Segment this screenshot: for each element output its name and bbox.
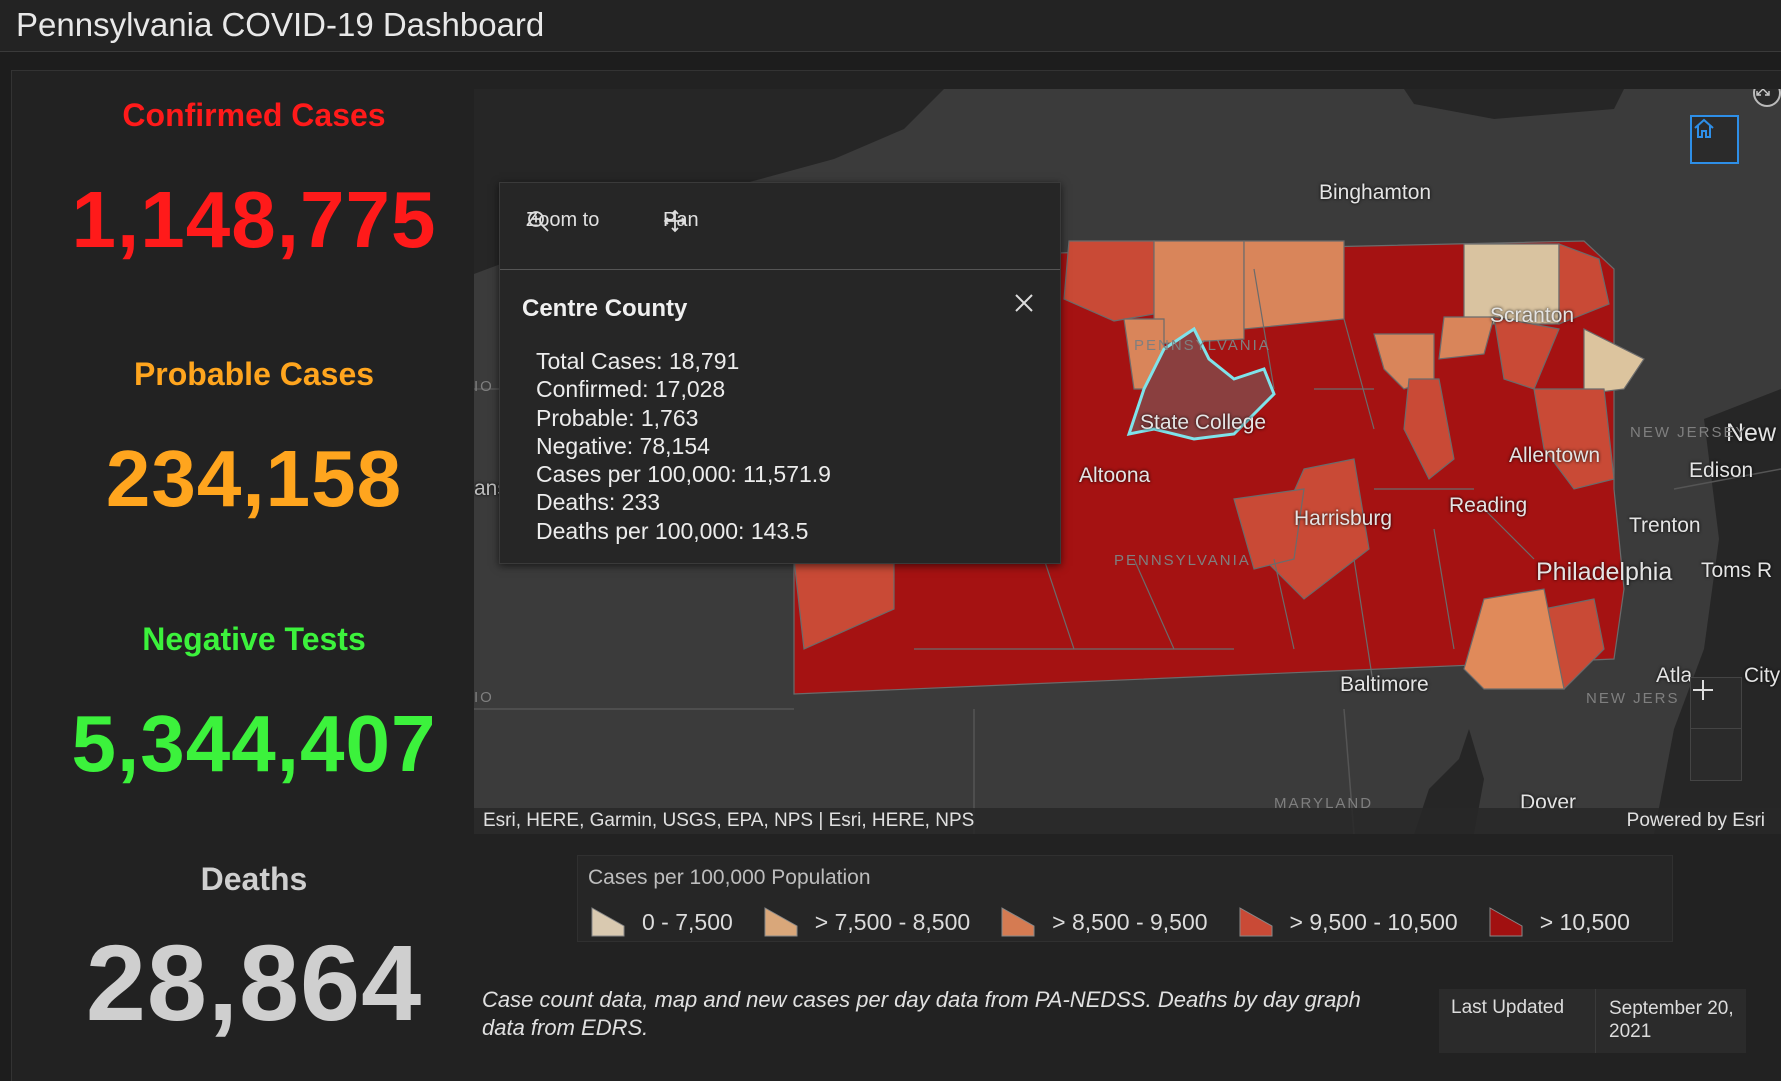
close-icon bbox=[1015, 294, 1033, 312]
map-label-pennsylvania-2: PENNSYLVANIA bbox=[1114, 552, 1251, 569]
confirmed-cases-value: 1,148,775 bbox=[71, 175, 437, 264]
map-label-new-jersey: NEW JERSEY bbox=[1630, 424, 1748, 441]
popup-title: Centre County bbox=[522, 295, 688, 322]
home-icon bbox=[1694, 118, 1714, 138]
popup-line-confirmed: Confirmed: 17,028 bbox=[536, 376, 726, 403]
legend-title: Cases per 100,000 Population bbox=[588, 866, 871, 889]
map-label-baltimore: Baltimore bbox=[1340, 673, 1429, 696]
map-label-atlantic: Atla bbox=[1656, 664, 1693, 687]
map-label-new-jers: NEW JERS bbox=[1586, 690, 1680, 707]
map-label-io: IO bbox=[474, 378, 494, 395]
map-label-scranton: Scranton bbox=[1490, 304, 1575, 327]
deaths-value: 28,864 bbox=[85, 922, 423, 1043]
probable-cases-indicator: Probable Cases 234,158 bbox=[52, 356, 456, 525]
zoom-out-button[interactable] bbox=[1691, 689, 1741, 779]
last-updated-label: Last Updated bbox=[1451, 997, 1565, 1018]
legend-item-3: > 9,500 - 10,500 bbox=[1238, 906, 1458, 938]
map-label-edison: Edison bbox=[1689, 459, 1754, 482]
legend-label: > 9,500 - 10,500 bbox=[1289, 908, 1458, 935]
minus-icon bbox=[1693, 689, 1713, 691]
zoom-in-magnifier-icon bbox=[528, 211, 549, 232]
negative-tests-indicator: Negative Tests 5,344,407 bbox=[52, 621, 456, 790]
popup-line-cases-per-100k: Cases per 100,000: 11,571.9 bbox=[536, 461, 831, 488]
last-updated-value: September 20, 2021 bbox=[1609, 998, 1734, 1042]
powered-by-esri[interactable]: Powered by Esri bbox=[1626, 810, 1765, 831]
map-label-city: City bbox=[1744, 664, 1781, 687]
confirmed-cases-label: Confirmed Cases bbox=[122, 97, 386, 133]
data-source-note: Case count data, map and new cases per d… bbox=[482, 987, 1361, 1040]
legend-swatch-icon bbox=[764, 907, 798, 937]
popup-line-deaths: Deaths: 233 bbox=[536, 489, 661, 516]
last-updated-box: Last Updated September 20, 2021 bbox=[1439, 989, 1746, 1053]
centre-county-highlight[interactable] bbox=[1126, 326, 1276, 441]
popup-line-total-cases: Total Cases: 18,791 bbox=[536, 348, 740, 374]
divider bbox=[1595, 989, 1596, 1053]
legend-swatch-icon bbox=[1489, 907, 1523, 937]
map-legend: Cases per 100,000 Population 0 - 7,500 >… bbox=[577, 855, 1673, 942]
zoom-to-button[interactable]: Zoom to bbox=[526, 209, 599, 232]
map-label-binghamton: Binghamton bbox=[1319, 181, 1432, 204]
county-popup: Zoom to Pan Centre County Total Cases: 1… bbox=[499, 182, 1061, 564]
negative-tests-label: Negative Tests bbox=[142, 621, 366, 657]
legend-swatch-icon bbox=[591, 907, 625, 937]
map-attribution: Esri, HERE, Garmin, USGS, EPA, NPS | Esr… bbox=[474, 808, 1781, 834]
map-label-harrisburg: Harrisburg bbox=[1294, 507, 1393, 530]
page-title: Pennsylvania COVID-19 Dashboard bbox=[16, 6, 545, 43]
negative-tests-value: 5,344,407 bbox=[71, 699, 437, 788]
zoom-to-label: Zoom to bbox=[526, 209, 600, 231]
legend-item-0: 0 - 7,500 bbox=[590, 906, 733, 938]
map-basemap bbox=[474, 89, 1781, 834]
legend-label: 0 - 7,500 bbox=[642, 908, 733, 935]
legend-label: > 8,500 - 9,500 bbox=[1052, 908, 1208, 935]
map-label-trenton: Trenton bbox=[1629, 514, 1701, 537]
legend-item-4: > 10,500 bbox=[1488, 906, 1630, 938]
lake-ontario bbox=[1404, 89, 1624, 119]
attribution-sources[interactable]: Esri, HERE, Garmin, USGS, EPA, NPS | Esr… bbox=[483, 810, 975, 831]
pan-arrows-icon bbox=[663, 209, 687, 233]
legend-item-1: > 7,500 - 8,500 bbox=[763, 906, 970, 938]
county-map[interactable]: Binghamton Scranton State College Altoon… bbox=[474, 89, 1781, 834]
confirmed-cases-indicator: Confirmed Cases 1,148,775 bbox=[52, 97, 456, 266]
ocean bbox=[1654, 389, 1781, 834]
probable-cases-value: 234,158 bbox=[105, 434, 403, 523]
deaths-indicator: Deaths 28,864 bbox=[52, 861, 456, 1045]
pan-button[interactable]: Pan bbox=[663, 209, 699, 233]
map-label-new: New bbox=[1726, 419, 1777, 447]
map-label-io-2: IO bbox=[474, 689, 494, 706]
map-label-allentown: Allentown bbox=[1509, 444, 1601, 467]
legend-swatch-icon bbox=[1239, 907, 1273, 937]
probable-cases-label: Probable Cases bbox=[133, 356, 375, 392]
popup-close-button[interactable] bbox=[1014, 293, 1040, 319]
popup-content: Total Cases: 18,791 Confirmed: 17,028 Pr… bbox=[536, 347, 831, 545]
legend-item-2: > 8,500 - 9,500 bbox=[1000, 906, 1208, 938]
popup-line-deaths-per-100k: Deaths per 100,000: 143.5 bbox=[536, 517, 809, 544]
deaths-label: Deaths bbox=[200, 861, 308, 897]
map-label-altoona: Altoona bbox=[1079, 464, 1151, 487]
map-label-philadelphia: Philadelphia bbox=[1536, 558, 1673, 586]
legend-items: 0 - 7,500 > 7,500 - 8,500 > 8,500 - 9,50… bbox=[590, 906, 1660, 938]
popup-toolbar: Zoom to Pan bbox=[500, 183, 1060, 270]
pan-label: Pan bbox=[663, 209, 699, 231]
expand-icon bbox=[1756, 89, 1770, 96]
fullscreen-button[interactable] bbox=[1753, 89, 1781, 107]
legend-swatch-icon bbox=[1001, 907, 1035, 937]
map-label-maryland: MARYLAND bbox=[1274, 795, 1374, 812]
header-bar: Pennsylvania COVID-19 Dashboard bbox=[0, 0, 1781, 52]
map-label-pennsylvania: PENNSYLVANIA bbox=[1134, 337, 1271, 354]
legend-label: > 7,500 - 8,500 bbox=[814, 908, 971, 935]
legend-label: > 10,500 bbox=[1539, 908, 1630, 935]
chesapeake-bay bbox=[1414, 729, 1484, 834]
map-label-state-college: State College bbox=[1140, 411, 1267, 434]
popup-line-probable: Probable: 1,763 bbox=[536, 404, 699, 431]
map-label-reading: Reading bbox=[1449, 494, 1528, 517]
home-button[interactable] bbox=[1690, 115, 1739, 164]
map-label-toms-river: Toms R bbox=[1701, 559, 1773, 582]
popup-line-negative: Negative: 78,154 bbox=[536, 432, 710, 459]
zoom-control bbox=[1690, 677, 1742, 781]
